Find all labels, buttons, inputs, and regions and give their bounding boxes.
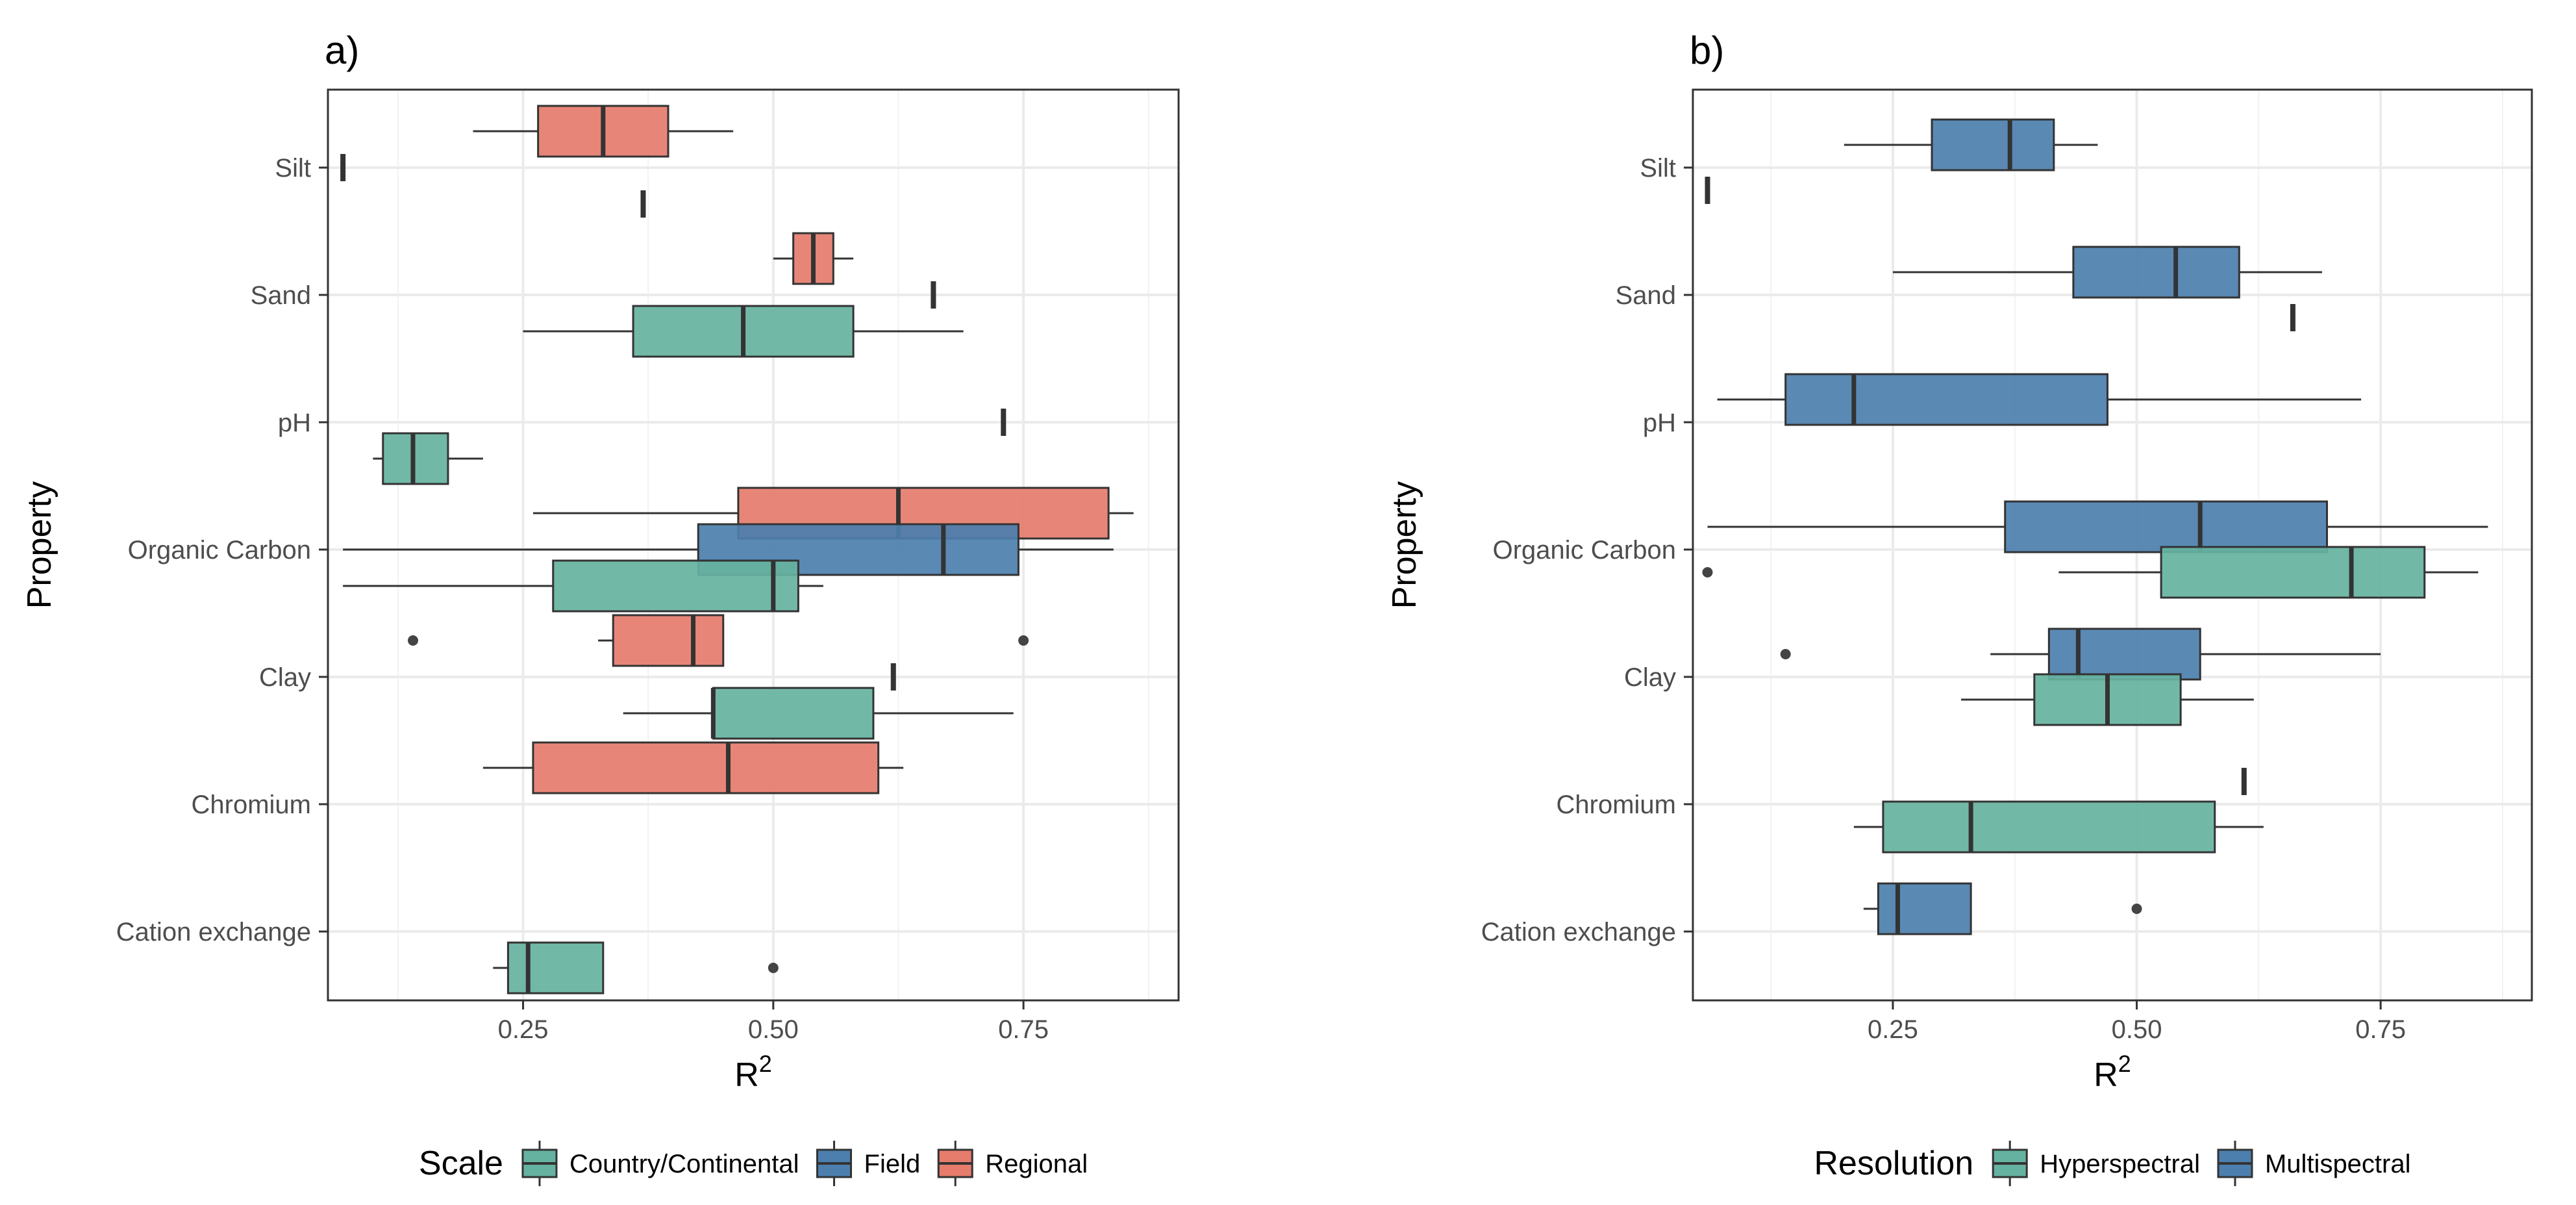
legend-title: Scale — [419, 1145, 503, 1182]
panel-a-plot-border — [327, 88, 1180, 1002]
panel-a-ytick-label: Sand — [251, 281, 311, 310]
panel-b-box-silt-multispectral — [1844, 118, 2098, 171]
panel-b-ytick-label: Clay — [1624, 663, 1676, 692]
panel-a-ytick-label: Clay — [259, 663, 311, 692]
panel-b-ytick-label: Sand — [1616, 281, 1676, 310]
x-axis-title-base: R — [734, 1056, 759, 1094]
x-axis-title-superscript: 2 — [759, 1050, 772, 1077]
legend-entry-multispectral: Multispectral — [2217, 1141, 2411, 1186]
panel-b-box-ph-multispectral — [1717, 373, 2362, 426]
legend-entry-country-continental: Country/Continental — [521, 1141, 799, 1186]
panel-b-box-cation-exchange-multispectral — [1863, 882, 2142, 935]
legend-label: Multispectral — [2265, 1150, 2411, 1178]
panel-b-xtick-label: 0.75 — [2355, 1015, 2406, 1044]
panel-a-box-clay-regional — [408, 614, 1029, 667]
panel-b-ytick-label: Silt — [1640, 154, 1676, 183]
panel-a-panel-label: a) — [325, 29, 359, 72]
panel-a-box-chromium-regional — [482, 741, 904, 794]
panel-b: Silt Sand pH Organic Carbon Clay Chromium Cati… — [1386, 29, 2533, 1186]
legend-label: Field — [864, 1150, 921, 1178]
panel-a-ytick-label: pH — [278, 409, 311, 437]
panel-a-xtick-label: 0.50 — [748, 1015, 799, 1044]
outlier-point — [408, 635, 418, 646]
panel-b-ytick-label: Cation exchange — [1481, 918, 1676, 946]
panel-b-box-organic-carbon-hyperspectral — [1702, 546, 2479, 599]
panel-a-box-silt-regional — [473, 105, 734, 158]
panel-b-ytick-label: Organic Carbon — [1493, 536, 1676, 564]
panel-b-ytick-label: Chromium — [1557, 791, 1676, 819]
panel-a-ytick-label: Cation exchange — [116, 918, 311, 946]
panel-b-panel-label: b) — [1690, 29, 1724, 72]
panel-a-box-cation-exchange-country-continental — [493, 941, 779, 995]
outlier-point — [2131, 904, 2142, 914]
legend-label: Regional — [985, 1150, 1088, 1178]
box-iqr — [612, 614, 725, 667]
box-iqr — [1784, 373, 2108, 426]
panel-b-x-axis-title: R2 — [2094, 1050, 2131, 1094]
panel-b-box-sand-multispectral — [1892, 246, 2322, 299]
box-iqr — [532, 741, 880, 794]
outlier-point — [1780, 649, 1791, 659]
box-iqr — [552, 559, 799, 613]
panel-b-box-clay-multispectral — [1780, 628, 2381, 681]
box-iqr — [506, 941, 605, 995]
panel-b-ytick-label: pH — [1643, 409, 1676, 437]
panel-a-box-organic-carbon-country-continental — [343, 559, 823, 613]
panel-a-box-sand-country-continental — [523, 305, 964, 358]
panel-b-box-chromium-hyperspectral — [1853, 800, 2264, 854]
panel-b-xtick-label: 0.25 — [1868, 1015, 1918, 1044]
x-axis-title-base: R — [2094, 1056, 2118, 1094]
box-iqr — [2072, 246, 2240, 299]
box-iqr — [1931, 118, 2055, 171]
panel-a-box-ph-country-continental — [373, 432, 483, 485]
box-iqr — [1877, 882, 1972, 935]
panel-a-ytick-label: Organic Carbon — [128, 536, 311, 564]
panel-b-box-clay-hyperspectral — [1961, 673, 2254, 726]
panel-a-xtick-label: 0.75 — [998, 1015, 1049, 1044]
legend-entry-hyperspectral: Hyperspectral — [1992, 1141, 2200, 1186]
panel-a-y-axis-title: Property — [21, 481, 58, 609]
panel-b-box-organic-carbon-multispectral — [1707, 500, 2488, 553]
box-iqr — [2160, 546, 2426, 599]
panel-a-ytick-label: Silt — [275, 154, 311, 183]
legend-label: Hyperspectral — [2040, 1150, 2200, 1178]
panel-a-legend: Scale Country/Continental Field Regional — [419, 1141, 1088, 1186]
panel-b-xtick-label: 0.50 — [2112, 1015, 2162, 1044]
outlier-point — [1018, 635, 1029, 646]
legend-entry-regional: Regional — [937, 1141, 1088, 1186]
panel-b-legend: Resolution Hyperspectral Multispectral — [1814, 1141, 2411, 1186]
panel-a-box-clay-country-continental — [623, 687, 1014, 740]
box-iqr — [2047, 628, 2201, 681]
legend-title: Resolution — [1814, 1145, 1974, 1182]
x-axis-title-superscript: 2 — [2118, 1050, 2131, 1077]
box-iqr — [1882, 800, 2216, 854]
box-iqr — [2004, 500, 2329, 553]
outlier-point — [1702, 567, 1713, 577]
panel-a: Silt Sand pH Organic Carbon Clay Chromium Cati… — [21, 29, 1180, 1186]
box-iqr — [712, 687, 875, 740]
box-iqr — [382, 432, 449, 485]
panel-a-xtick-label: 0.25 — [498, 1015, 549, 1044]
panel-b-plot-border — [1692, 88, 2533, 1002]
legend-label: Country/Continental — [569, 1150, 799, 1178]
legend-entry-field: Field — [816, 1141, 921, 1186]
panel-a-box-sand-regional — [773, 232, 854, 285]
panel-b-y-axis-title: Property — [1386, 481, 1423, 609]
panel-a-x-axis-title: R2 — [734, 1050, 772, 1094]
panel-a-ytick-label: Chromium — [192, 791, 311, 819]
outlier-point — [768, 963, 779, 973]
